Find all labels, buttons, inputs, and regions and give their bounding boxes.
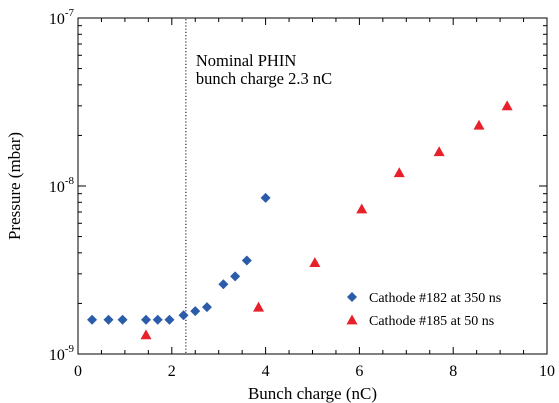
data-point-cathode-182 (218, 279, 229, 290)
data-point-cathode-182 (260, 192, 271, 203)
x-tick-label: 10 (539, 363, 555, 380)
data-point-cathode-182 (103, 314, 114, 325)
data-point-cathode-185 (433, 146, 445, 157)
data-point-cathode-182 (141, 314, 152, 325)
x-tick-label: 0 (74, 363, 82, 380)
axis-ticks (77, 17, 548, 355)
data-point-cathode-185 (309, 257, 321, 267)
y-tick-labels: 10-9 10-8 10-7 (49, 7, 75, 364)
x-axis-label: Bunch charge (nC) (248, 384, 377, 403)
x-tick-label: 2 (168, 363, 176, 380)
data-point-cathode-185 (501, 100, 513, 111)
legend-label-series-1: Cathode #182 at 350 ns (369, 291, 501, 306)
data-points (87, 100, 513, 340)
data-point-cathode-185 (393, 167, 405, 178)
data-point-cathode-182 (164, 314, 175, 325)
y-tick-label: 10-8 (49, 175, 75, 196)
x-tick-label: 4 (262, 363, 270, 380)
x-tick-labels: 0 2 4 6 8 10 (74, 363, 555, 380)
data-point-cathode-182 (87, 314, 98, 325)
y-tick-label: 10-7 (49, 7, 75, 28)
data-point-cathode-182 (152, 314, 163, 325)
data-point-cathode-182 (241, 255, 252, 266)
y-tick-label: 10-9 (49, 343, 75, 364)
data-point-cathode-182 (190, 306, 201, 317)
data-point-cathode-182 (230, 271, 241, 282)
data-point-cathode-182 (201, 302, 212, 313)
data-point-cathode-182 (178, 310, 189, 321)
x-tick-label: 6 (355, 363, 363, 380)
nominal-annotation-line-1: Nominal PHIN (196, 51, 296, 70)
legend-label-series-2: Cathode #185 at 50 ns (369, 314, 494, 329)
data-point-cathode-185 (253, 301, 265, 312)
legend-triangle-icon (346, 314, 358, 325)
y-axis-label: Pressure (mbar) (5, 132, 24, 240)
data-point-cathode-185 (473, 119, 485, 130)
x-tick-label: 8 (449, 363, 457, 380)
legend-diamond-icon (347, 292, 357, 302)
legend-marker-diamond (347, 292, 357, 302)
data-point-cathode-185 (140, 329, 152, 340)
legend-marker-triangle (346, 314, 358, 325)
legend: Cathode #182 at 350 ns Cathode #185 at 5… (346, 291, 501, 329)
data-point-cathode-182 (117, 314, 128, 325)
data-point-cathode-185 (356, 203, 368, 214)
nominal-annotation-line-2: bunch charge 2.3 nC (196, 69, 332, 88)
